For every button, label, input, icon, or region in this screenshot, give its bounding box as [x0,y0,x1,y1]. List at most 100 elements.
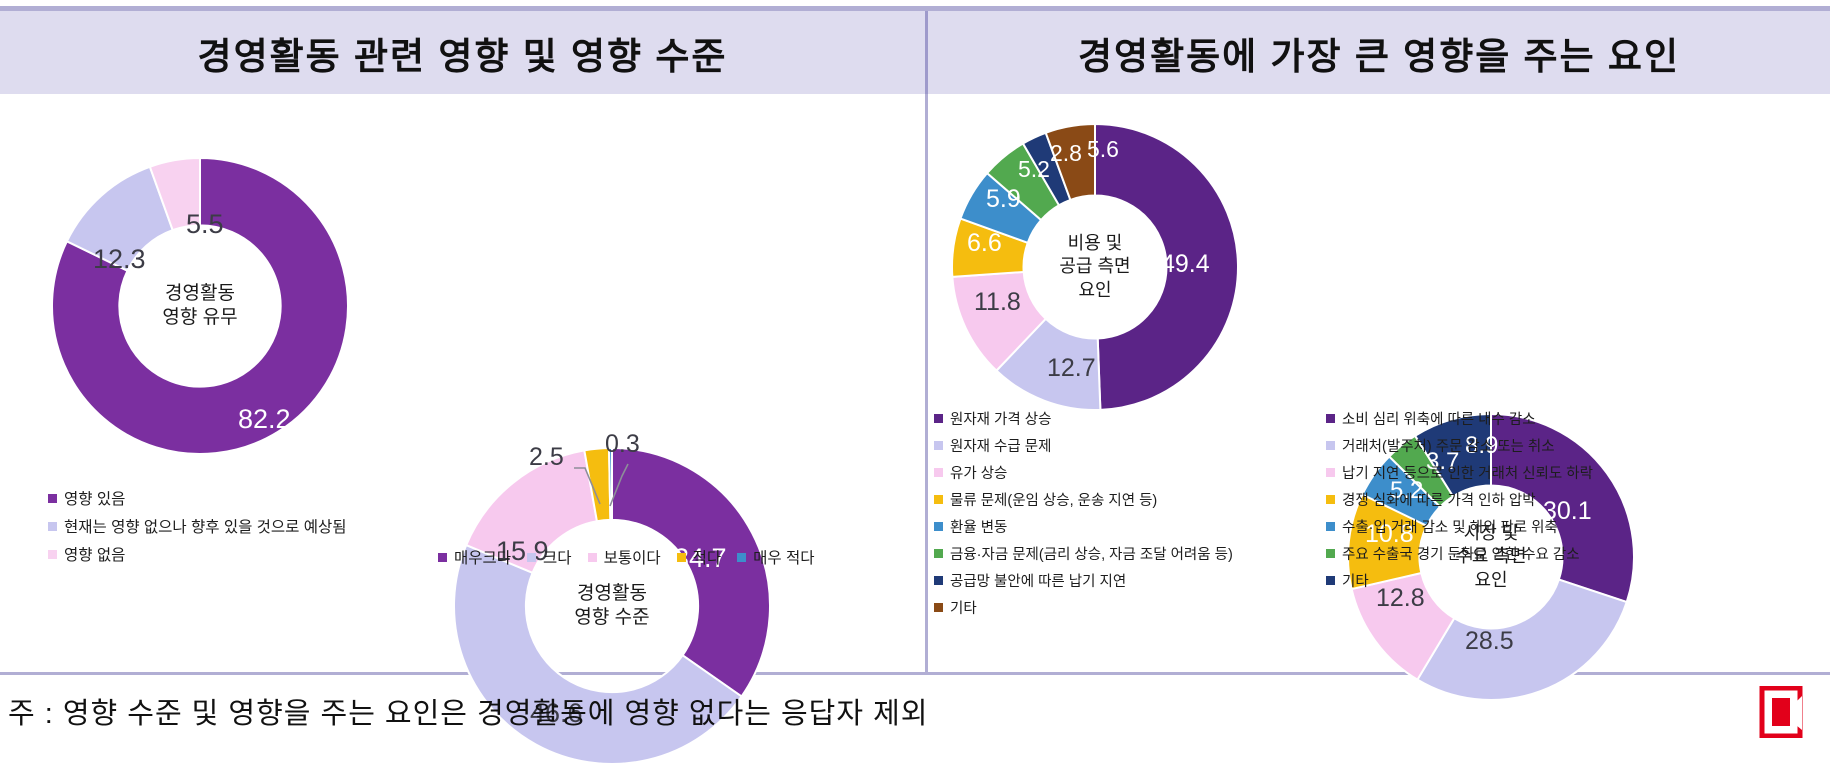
legend-swatch-icon [934,603,943,612]
top-accent-bar [0,6,1830,11]
legend-item[interactable]: 거래처(발주처) 주문 감소 또는 취소 [1326,435,1593,456]
legend-swatch-icon [1326,495,1335,504]
legend-swatch-icon [1326,522,1335,531]
legend-label: 수출·입 거래 감소 및 해외 판로 위축 [1342,520,1558,536]
legend-swatch-icon [1326,414,1335,423]
donut-slice[interactable] [1416,578,1628,701]
legend-item[interactable]: 보통이다 [587,546,661,568]
value-label-c4-1: 28.5 [1465,627,1514,655]
legend-item[interactable]: 소비 심리 위축에 따른 내수 감소 [1326,408,1593,429]
legend-chart-4: 소비 심리 위축에 따른 내수 감소 거래처(발주처) 주문 감소 또는 취소 … [1326,408,1593,597]
legend-swatch-icon [48,493,57,503]
legend-item[interactable]: 크다 [527,546,572,568]
legend-item[interactable]: 금융·자금 문제(금리 상승, 자금 조달 어려움 등) [934,543,1233,564]
legend-item[interactable]: 기타 [934,597,1233,618]
legend-swatch-icon [737,552,747,562]
value-label-c4-3: 10.8 [1365,520,1414,548]
donut-slice[interactable] [611,446,771,698]
value-label-c3-1: 12.7 [1047,354,1096,382]
donut-slice[interactable] [1094,122,1239,411]
legend-swatch-icon [934,522,943,531]
header-divider [925,11,928,94]
donut-slice[interactable] [1490,412,1635,604]
legend-swatch-icon [48,549,57,559]
donut-svg-3 [951,122,1239,411]
legend-swatch-icon [934,468,943,477]
value-label-c4-0: 30.1 [1543,497,1592,525]
legend-item[interactable]: 납기 지연 등으로 인한 거래처 신뢰도 하락 [1326,462,1593,483]
header-band: 경영활동 관련 영향 및 영향 수준 경영활동에 가장 큰 영향을 주는 요인 [0,11,1830,94]
legend-item[interactable]: 경쟁 심화에 따른 가격 인하 압박 [1326,489,1593,510]
legend-swatch-icon [934,549,943,558]
legend-item[interactable]: 원자재 가격 상승 [934,408,1233,429]
legend-swatch-icon [1326,441,1335,450]
donut-svg-4 [1347,412,1635,701]
legend-item[interactable]: 매우 적다 [737,546,815,568]
legend-label: 크다 [543,550,572,567]
header-title-right: 경영활동에 가장 큰 영향을 주는 요인 [1078,35,1680,77]
legend-label: 현재는 영향 없으나 향후 있을 것으로 예상됨 [64,519,347,536]
value-label-c2-1: 46.6 [530,698,583,728]
value-label-c2-3: 2.5 [529,443,564,471]
legend-chart-1: 영향 있음 현재는 영향 없으나 향후 있을 것으로 예상됨 영향 없음 [48,487,347,571]
legend-swatch-icon [1326,468,1335,477]
legend-label: 유가 상승 [950,466,1008,482]
legend-item[interactable]: 영향 없음 [48,543,347,565]
legend-label: 매우 적다 [753,550,815,567]
footnote: 주 : 영향 수준 및 영향을 주는 요인은 경영활동에 영향 없다는 응답자 … [8,698,929,730]
legend-item[interactable]: 기타 [1326,570,1593,591]
legend-label: 주요 수출국 경기 둔화로 인한 수요 감소 [1342,547,1580,563]
legend-label: 원자재 수급 문제 [950,439,1052,455]
value-label-c4-5: 3.7 [1426,448,1460,475]
legend-label: 소비 심리 위축에 따른 내수 감소 [1342,412,1536,428]
legend-label: 금융·자금 문제(금리 상승, 자금 조달 어려움 등) [950,547,1233,563]
donut-slice[interactable] [1413,412,1492,498]
value-label-c2-2: 15.9 [496,536,549,566]
legend-swatch-icon [1326,576,1335,585]
value-label-c2-4: 0.3 [605,430,640,458]
legend-label: 영향 없음 [64,547,126,564]
legend-label: 환율 변동 [950,520,1008,536]
value-label-c1-0: 82.2 [238,404,291,434]
value-label-c3-0: 49.4 [1161,250,1210,278]
legend-item[interactable]: 매우크다 [438,546,511,568]
legend-item[interactable]: 수출·입 거래 감소 및 해외 판로 위축 [1326,516,1593,537]
donut-slice[interactable] [1044,122,1096,202]
legend-item[interactable]: 적다 [676,546,722,568]
legend-chart-3: 원자재 가격 상승 원자재 수급 문제 유가 상승 물류 문제(운임 상승, 운… [934,408,1233,624]
legend-item[interactable]: 공급망 불안에 따른 납기 지연 [934,570,1233,591]
legend-swatch-icon [587,552,597,562]
legend-item[interactable]: 현재는 영향 없으나 향후 있을 것으로 예상됨 [48,515,347,537]
legend-item[interactable]: 원자재 수급 문제 [934,435,1233,456]
legend-item[interactable]: 유가 상승 [934,462,1233,483]
legend-item[interactable]: 물류 문제(운임 상승, 운송 지연 등) [934,489,1233,510]
logo-icon [1759,686,1803,738]
legend-label: 거래처(발주처) 주문 감소 또는 취소 [1342,439,1555,455]
legend-label: 기타 [1342,574,1369,590]
legend-item[interactable]: 영향 있음 [48,487,347,509]
donut-svg-1 [51,156,349,455]
legend-label: 원자재 가격 상승 [950,412,1052,428]
legend-label: 영향 있음 [64,491,126,508]
legend-swatch-icon [934,576,943,585]
legend-swatch-icon [48,521,57,531]
value-label-c3-2: 11.8 [974,288,1021,316]
legend-swatch-icon [1326,549,1335,558]
value-label-c4-4: 5.2 [1390,477,1424,504]
legend-swatch-icon [527,552,537,562]
legend-label: 기타 [950,601,977,617]
value-label-c4-6: 8.9 [1465,432,1499,459]
legend-item[interactable]: 환율 변동 [934,516,1233,537]
legend-item[interactable]: 주요 수출국 경기 둔화로 인한 수요 감소 [1326,543,1593,564]
donut-chart-cost-supply: 비용 및 공급 측면 요인 49.4 12.7 11.8 6.6 5.9 5.2… [950,122,1240,412]
value-label-c4-2: 12.8 [1376,584,1425,612]
value-label-c1-2: 5.5 [186,209,224,239]
legend-chart-2: 매우크다 크다 보통이다 적다 매우 적다 [438,546,831,568]
value-label-c3-4: 5.9 [986,185,1021,213]
panel-factors: 비용 및 공급 측면 요인 49.4 12.7 11.8 6.6 5.9 5.2… [928,94,1830,701]
legend-label: 경쟁 심화에 따른 가격 인하 압박 [1342,493,1536,509]
donut-slice[interactable] [51,156,349,455]
legend-label: 적다 [692,550,722,567]
donut-slice[interactable] [148,156,201,232]
legend-swatch-icon [934,441,943,450]
